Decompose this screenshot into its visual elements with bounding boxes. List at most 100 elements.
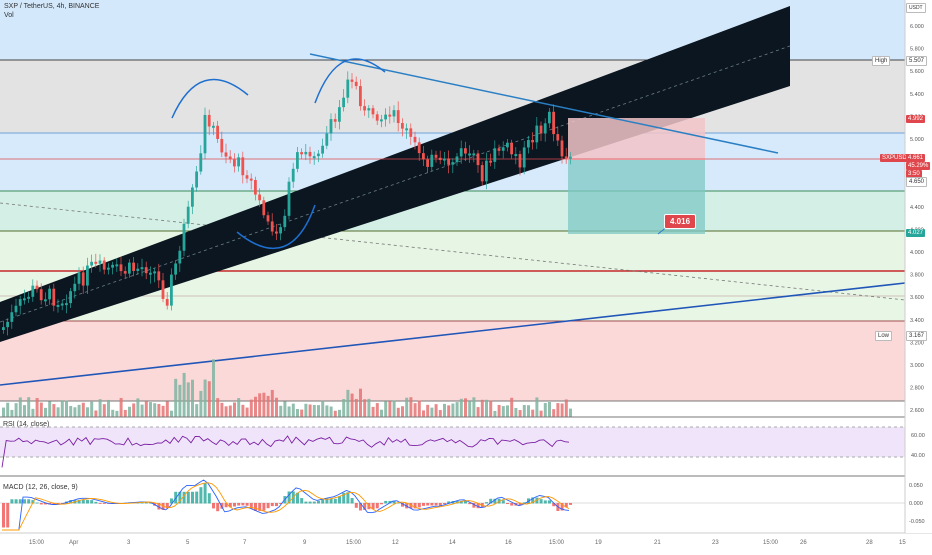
macd-label[interactable]: MACD (12, 26, close, 9) [3, 484, 78, 491]
volume-bar [86, 407, 89, 417]
volume-bar [283, 401, 287, 417]
volume-bar [497, 404, 501, 417]
candle-body [426, 159, 429, 167]
volume-bar [300, 409, 304, 417]
symbol-title[interactable]: SXP / TetherUS, 4h, BINANCE [4, 3, 100, 10]
rsi-label[interactable]: RSI (14, close) [3, 421, 50, 428]
candle-body [380, 119, 383, 122]
time-tick-label: 19 [595, 540, 602, 546]
candle-body [115, 264, 119, 267]
candle-body [468, 153, 471, 156]
candle-body [552, 111, 555, 135]
macd-hist-bar [270, 503, 274, 507]
candle-body [123, 271, 127, 274]
candle-body [165, 298, 169, 306]
price-tick-label: 3.600 [910, 295, 924, 301]
macd-hist-bar [224, 503, 228, 508]
time-tick-label: 23 [712, 540, 719, 546]
volume-bar [472, 397, 476, 417]
volume-bar [224, 406, 228, 417]
macd-hist-bar [338, 496, 341, 504]
volume-bar [10, 409, 14, 417]
volume-bar [170, 410, 173, 417]
macd-hist-bar [300, 498, 304, 504]
volume-bar [245, 407, 249, 417]
volume-bar [354, 398, 358, 417]
macd-hist-bar [39, 503, 43, 505]
macd-hist-bar [144, 502, 148, 504]
macd-hist-bar [90, 500, 94, 504]
candlesticks[interactable] [2, 71, 572, 336]
volume-bar [73, 407, 77, 417]
candle-body [65, 303, 68, 306]
macd-hist-bar [476, 503, 480, 509]
candle-body [367, 108, 371, 111]
candle-body [405, 128, 408, 131]
candle-body [564, 156, 568, 159]
volume-bar [569, 408, 572, 417]
volume-bar [65, 400, 68, 417]
volume-bar [480, 399, 484, 417]
candle-body [401, 123, 404, 129]
price-tick-label: 6.000 [910, 24, 924, 30]
volume-bar [186, 382, 190, 417]
dashed-trendline[interactable] [0, 202, 906, 301]
macd-hist-bar [140, 502, 144, 504]
macd-hist-bar [170, 498, 173, 504]
change-pct-tag: 45.29% [906, 162, 931, 170]
candle-body [203, 114, 207, 154]
ascending-channel[interactable] [0, 6, 790, 342]
time-axis[interactable]: 15:00 Apr 3 5 7 9 15:00 12 14 16 15:00 19 21 23 15:00 2… [29, 540, 906, 546]
macd-hist-bar [485, 502, 488, 504]
candle-body [325, 133, 329, 146]
macd-hist-bar [262, 503, 266, 511]
head-arc[interactable] [314, 58, 386, 104]
candle-body [506, 142, 509, 148]
candle-body [321, 145, 324, 154]
price-tick-label: 2.800 [910, 386, 924, 392]
macd-hist-bar [413, 503, 417, 509]
rsi-band [0, 427, 905, 457]
volume-bar [14, 403, 18, 417]
price-tick-label: 4.000 [910, 250, 924, 256]
volume-bar [451, 403, 455, 417]
volume-bar [52, 404, 56, 417]
volume-bar [459, 398, 463, 417]
volume-bar [77, 404, 81, 417]
macd-hist-bar [333, 498, 337, 504]
macd-hist-bar [552, 503, 556, 507]
time-tick-label: 5 [186, 540, 190, 546]
volume-label[interactable]: Vol [4, 12, 14, 19]
time-tick-label: 15 [899, 540, 906, 546]
macd-hist-bar [199, 487, 203, 504]
volume-bar [90, 401, 94, 417]
candle-body [94, 261, 98, 264]
macd-hist-bar [472, 503, 476, 508]
left-shoulder-arc[interactable] [171, 78, 249, 119]
volume-bar [434, 404, 438, 417]
cup-arc[interactable] [236, 204, 316, 249]
candle-body [275, 231, 278, 234]
target-price-callout[interactable]: 4.016 [664, 214, 697, 229]
candle-body [392, 110, 396, 117]
long-support-line[interactable] [0, 282, 906, 386]
candle-body [329, 119, 333, 134]
volume-bar [564, 399, 568, 417]
volume-bars [2, 359, 572, 417]
time-tick-label: 9 [303, 540, 307, 546]
candle-body [304, 151, 308, 155]
candle-body [522, 147, 526, 168]
stop-loss-zone[interactable] [568, 118, 705, 160]
descending-resistance[interactable] [309, 53, 779, 154]
volume-bar [291, 403, 295, 417]
high-value-tag: 5.507 [906, 56, 928, 66]
volume-bar [111, 409, 115, 417]
candle-body [346, 79, 350, 98]
volume-bar [149, 402, 152, 417]
macd-hist-bar [86, 500, 89, 504]
volume-bar [115, 410, 119, 417]
macd-hist-bar [388, 500, 392, 504]
time-tick-label: 26 [800, 540, 807, 546]
